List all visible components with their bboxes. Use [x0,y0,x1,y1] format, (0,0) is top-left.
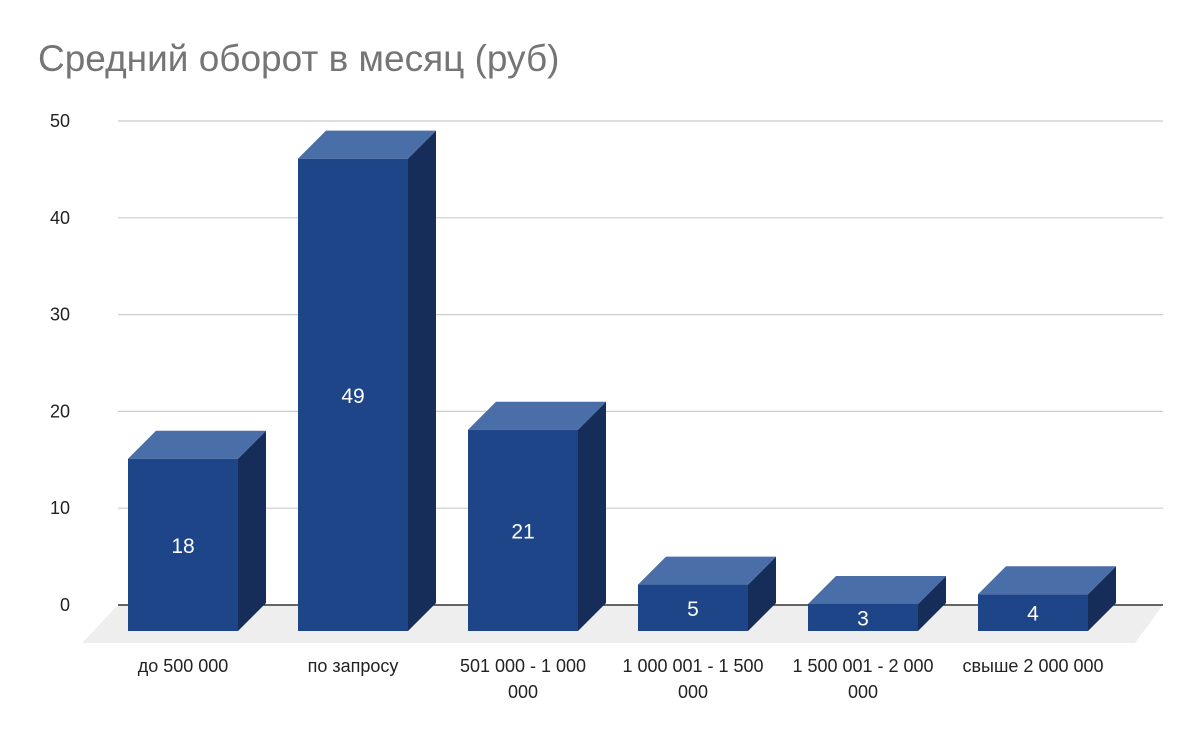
data-label: 5 [687,598,699,621]
bar-front [638,584,748,631]
x-category-label-line: 501 000 - 1 000 [460,656,586,676]
x-category-label: свыше 2 000 000 [962,656,1103,676]
x-category-label-line: до 500 000 [138,656,229,676]
y-tick-label: 20 [50,401,70,421]
bar-side [748,556,776,631]
x-category-label: 1 500 001 - 2 000 000 [792,656,933,702]
bar-side [578,401,606,631]
bars: 18 49 21 5 3 4 [128,130,1116,631]
x-category-label-line: 000 [508,682,538,702]
x-category-label-line: 000 [678,682,708,702]
x-category-label-line: по запросу [308,656,399,676]
y-tick-label: 50 [50,111,70,131]
bar: 21 [468,401,606,631]
bar-front [808,603,918,631]
x-category-label: 501 000 - 1 000 000 [460,656,586,702]
bar: 4 [978,566,1116,631]
bar-side [238,430,266,631]
bar: 5 [638,556,776,631]
x-axis-categories: до 500 000 по запросу 501 000 - 1 000 0001 … [138,656,1104,702]
bar-top [468,401,606,430]
y-axis-ticks: 0 10 20 30 40 50 [50,111,70,615]
bar-front [468,429,578,631]
x-category-label-line: 000 [848,682,878,702]
y-tick-label: 40 [50,208,70,228]
gridlines [118,120,1163,606]
x-category-label-line: 1 500 001 - 2 000 [792,656,933,676]
x-category-label-line: свыше 2 000 000 [962,656,1103,676]
bar-top [298,130,436,159]
data-label: 21 [511,520,534,543]
y-tick-label: 30 [50,305,70,325]
y-tick-label: 0 [60,595,70,615]
data-label: 18 [171,535,194,558]
bar: 18 [128,430,266,631]
chart-title: Средний оборот в месяц (руб) [38,38,560,79]
x-category-label: 1 000 001 - 1 500 000 [622,656,763,702]
data-label: 4 [1027,603,1039,626]
data-label: 3 [857,607,869,630]
bar-front [128,458,238,631]
bar-front [298,158,408,631]
bar: 49 [298,130,436,631]
bar: 3 [808,575,946,631]
bar-top [808,575,946,604]
bar-side [408,130,436,631]
x-category-label: до 500 000 [138,656,229,676]
bar-front [978,594,1088,631]
bar-top [638,556,776,585]
bar-top [128,430,266,459]
bar-side [1088,566,1116,631]
y-tick-label: 10 [50,498,70,518]
x-category-label-line: 1 000 001 - 1 500 [622,656,763,676]
data-label: 49 [341,385,364,408]
bar-top [978,566,1116,595]
x-category-label: по запросу [308,656,399,676]
bar-side [918,575,946,631]
